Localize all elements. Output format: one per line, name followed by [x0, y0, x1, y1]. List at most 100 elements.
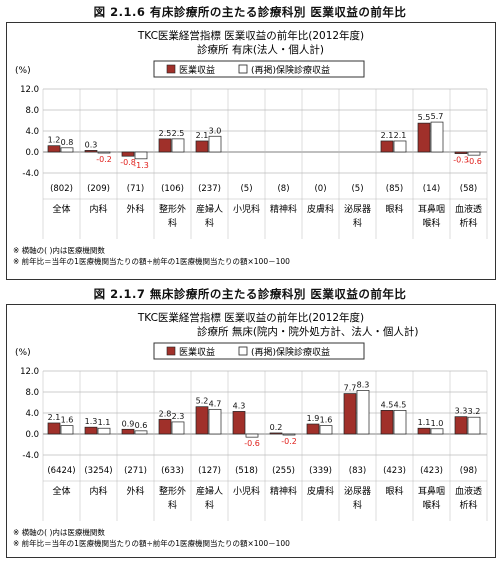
- bar-revenue-10: [417, 122, 431, 153]
- category-count: (423): [383, 466, 406, 476]
- category-name: 眼科: [385, 203, 403, 215]
- data-label: -1.3: [133, 161, 149, 170]
- data-label: 2.1: [381, 131, 394, 140]
- data-label: 4.5: [381, 400, 394, 409]
- category-name: 喉科: [422, 217, 440, 229]
- bar-insurance-10: [430, 121, 444, 153]
- category-count: (5): [240, 184, 252, 194]
- category-count: (5): [351, 184, 363, 194]
- category-name: 科: [353, 499, 362, 511]
- legend-label-2: (再掲)保険診療収益: [251, 346, 330, 358]
- bar-insurance-0: [60, 147, 74, 153]
- category-name: 眼科: [385, 485, 403, 497]
- data-label: 0.6: [135, 421, 148, 430]
- bar-revenue-4: [195, 406, 209, 435]
- data-label: -0.3: [453, 156, 469, 165]
- category-name: 耳鼻咽: [418, 203, 445, 215]
- category-count: (339): [309, 466, 332, 476]
- category-name: 泌尿器: [344, 203, 371, 215]
- category-count: (802): [50, 184, 73, 194]
- bar-revenue-3: [158, 138, 172, 153]
- data-label: 5.2: [196, 397, 209, 406]
- data-label: 1.6: [320, 416, 333, 425]
- figure-caption-2: 図 2.1.7 無床診療所の主たる診療科別 医業収益の前年比: [93, 287, 407, 301]
- chart-subtitle: 診療所 有床(法人・個人計): [197, 43, 324, 56]
- bar-revenue-4: [195, 140, 209, 153]
- data-label: 2.3: [172, 412, 185, 421]
- data-label: 2.5: [172, 129, 185, 138]
- data-label: 3.2: [468, 407, 481, 416]
- bar-insurance-3: [171, 138, 185, 153]
- data-label: 2.1: [196, 131, 209, 140]
- category-name: 科: [205, 217, 214, 229]
- category-name: 小児科: [233, 485, 260, 497]
- data-label: 2.5: [159, 129, 172, 138]
- data-label: 1.0: [431, 419, 444, 428]
- bar-insurance-5: [245, 433, 259, 438]
- category-name: 科: [168, 499, 177, 511]
- category-name: 内科: [89, 485, 107, 497]
- category-name: 科: [168, 217, 177, 229]
- legend-label-1: 医業収益: [179, 346, 215, 358]
- category-name: 全体: [52, 485, 70, 497]
- y-tick-label: 0.0: [25, 148, 39, 158]
- y-unit-label: (%): [15, 348, 31, 358]
- category-name: 血液透: [455, 203, 482, 215]
- category-count: (98): [460, 466, 477, 476]
- legend-label-2: (再掲)保険診療収益: [251, 64, 330, 76]
- chart-title: TKC医業経営指標 医業収益の前年比(2012年度): [137, 29, 364, 42]
- chart-title: TKC医業経営指標 医業収益の前年比(2012年度): [137, 311, 364, 324]
- data-label: 4.5: [394, 400, 407, 409]
- bar-chart-1: TKC医業経営指標 医業収益の前年比(2012年度)診療所 有床(法人・個人計)…: [13, 29, 488, 266]
- data-label: 5.5: [418, 113, 431, 122]
- legend-box: [153, 60, 365, 78]
- bar-revenue-3: [158, 418, 172, 435]
- category-name: 耳鼻咽: [418, 485, 445, 497]
- category-name: 泌尿器: [344, 485, 371, 497]
- category-name: 析科: [459, 217, 477, 229]
- data-label: -0.2: [281, 437, 297, 446]
- data-label: 0.8: [61, 138, 74, 147]
- data-label: 4.7: [209, 399, 222, 408]
- bar-insurance-11: [467, 151, 481, 156]
- data-label: 0.9: [122, 419, 135, 428]
- category-name: 皮膚科: [307, 485, 334, 497]
- bar-revenue-2: [121, 151, 135, 157]
- bar-insurance-8: [356, 390, 370, 435]
- category-name: 血液透: [455, 485, 482, 497]
- bar-revenue-9: [380, 140, 394, 153]
- category-count: (423): [420, 466, 443, 476]
- bar-revenue-0: [47, 422, 61, 435]
- footnote-2: ※ 前年比＝当年の1医療機関当たりの額÷前年の1医療機関当たりの額×100－10…: [13, 256, 290, 266]
- chart-panel-2: TKC医業経営指標 医業収益の前年比(2012年度) 診療所 無床(院内・院外処方…: [6, 304, 496, 558]
- y-tick-label: 8.0: [25, 106, 39, 116]
- category-name: 精神科: [270, 485, 297, 497]
- data-label: 4.3: [233, 401, 246, 410]
- bar-insurance-2: [134, 151, 148, 160]
- bar-insurance-2: [134, 430, 148, 435]
- footnote-2: ※ 前年比＝当年の1医療機関当たりの額÷前年の1医療機関当たりの額×100－10…: [13, 538, 290, 548]
- bar-insurance-3: [171, 421, 185, 435]
- category-count: (83): [349, 466, 366, 476]
- category-count: (209): [87, 184, 110, 194]
- y-tick-label: -4.0: [22, 169, 39, 179]
- bar-insurance-4: [208, 135, 222, 153]
- data-label: -0.6: [244, 439, 260, 448]
- chart-panel-1: TKC医業経営指標 医業収益の前年比(2012年度) 診療所 有床(法人・個人計)…: [6, 22, 496, 280]
- category-name: 精神科: [270, 203, 297, 215]
- data-label: 1.1: [418, 418, 431, 427]
- category-count: (3254): [84, 466, 112, 476]
- category-count: (106): [161, 184, 184, 194]
- bar-insurance-9: [393, 140, 407, 153]
- category-name: 科: [353, 217, 362, 229]
- y-unit-label: (%): [15, 66, 31, 76]
- bar-revenue-7: [306, 423, 320, 435]
- footnote-1: ※ 横軸の( )内は医療機関数: [13, 527, 105, 537]
- legend-swatch-1: [166, 346, 176, 356]
- category-name: 内科: [89, 203, 107, 215]
- category-name: 産婦人: [196, 203, 223, 215]
- footnote-1: ※ 横軸の( )内は医療機関数: [13, 245, 105, 255]
- y-tick-label: 12.0: [20, 85, 39, 95]
- bar-revenue-6: [269, 432, 283, 435]
- bar-insurance-4: [208, 408, 222, 435]
